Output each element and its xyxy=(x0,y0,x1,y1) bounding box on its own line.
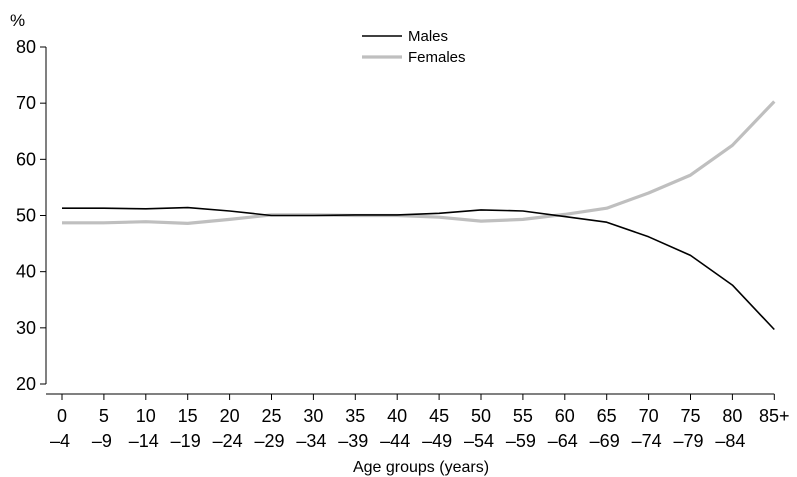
x-tick-label: 30 xyxy=(303,406,323,426)
x-tick-label: 40 xyxy=(387,406,407,426)
x-tick-label-range: –79 xyxy=(673,431,703,451)
y-tick-label: 60 xyxy=(16,149,36,169)
y-axis: 20 30 40 50 60 70 80 xyxy=(16,37,47,394)
x-tick-label: 0 xyxy=(57,406,67,426)
x-tick-label-range: –59 xyxy=(506,431,536,451)
x-tick-label-range: –39 xyxy=(338,431,368,451)
x-tick-label: 85+ xyxy=(759,406,790,426)
legend: Males Females xyxy=(362,28,466,66)
x-tick-label-range: –69 xyxy=(590,431,620,451)
x-axis: 0 –4 5 –9 10 –14 15 –19 20 –24 25 –29 30 –34 35 –39 40 –4… xyxy=(46,393,790,451)
series-line-females xyxy=(62,100,776,225)
x-tick-label: 50 xyxy=(471,406,491,426)
y-tick-label: 80 xyxy=(16,37,36,57)
x-tick-label-range: –9 xyxy=(92,431,112,451)
x-axis-title: Age groups (years) xyxy=(353,459,489,476)
x-tick-label: 75 xyxy=(680,406,700,426)
legend-label-males: Males xyxy=(408,28,448,45)
x-tick-label: 20 xyxy=(220,406,240,426)
x-tick-label: 70 xyxy=(639,406,659,426)
series-line-males xyxy=(62,206,775,331)
x-tick-label: 80 xyxy=(722,406,742,426)
y-tick-label: 70 xyxy=(16,93,36,113)
x-tick-label: 35 xyxy=(345,406,365,426)
x-tick-label-range: –4 xyxy=(50,431,70,451)
x-tick-label-range: –34 xyxy=(296,431,326,451)
x-tick-label-range: –44 xyxy=(380,431,410,451)
x-tick-label-range: –84 xyxy=(715,431,745,451)
x-tick-label-range: –19 xyxy=(171,431,201,451)
x-tick-label-range: –14 xyxy=(129,431,159,451)
y-unit-label: % xyxy=(10,11,25,30)
x-tick-label: 60 xyxy=(555,406,575,426)
x-tick-label-range: –74 xyxy=(632,431,662,451)
y-tick-label: 50 xyxy=(16,206,36,226)
x-tick-label: 5 xyxy=(99,406,109,426)
y-tick-label: 30 xyxy=(16,318,36,338)
x-tick-label: 25 xyxy=(261,406,281,426)
legend-label-females: Females xyxy=(408,49,466,66)
x-tick-label-range: –54 xyxy=(464,431,494,451)
x-tick-label-range: –49 xyxy=(422,431,452,451)
x-tick-label-range: –29 xyxy=(254,431,284,451)
x-tick-label-range: –24 xyxy=(213,431,243,451)
x-tick-label: 45 xyxy=(429,406,449,426)
y-tick-label: 40 xyxy=(16,262,36,282)
x-tick-label-range: –64 xyxy=(548,431,578,451)
series-layer xyxy=(62,100,776,331)
x-tick-label: 55 xyxy=(513,406,533,426)
y-tick-label: 20 xyxy=(16,374,36,394)
x-tick-label: 65 xyxy=(597,406,617,426)
x-tick-label: 15 xyxy=(178,406,198,426)
x-tick-label: 10 xyxy=(136,406,156,426)
